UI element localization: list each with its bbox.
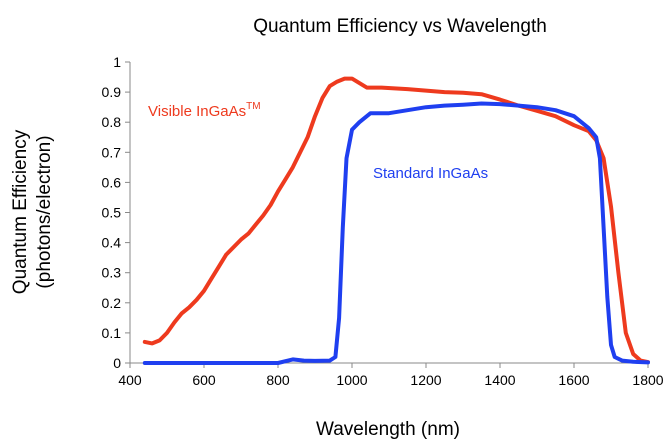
- x-tick-label: 1200: [410, 372, 441, 388]
- y-ticks: 0 0.1 0.2 0.3 0.4 0.5 0.6 0.7 0.8 0.9 1: [102, 54, 130, 371]
- y-tick-label: 0.2: [102, 295, 122, 311]
- y-tick-label: 0.7: [102, 144, 122, 160]
- y-tick-label: 0.5: [102, 205, 122, 221]
- legend-standard-ingaas: Standard InGaAs: [373, 165, 488, 182]
- x-tick-label: 1800: [632, 372, 663, 388]
- series-lines: [142, 76, 650, 365]
- y-tick-label: 0.8: [102, 114, 122, 130]
- x-tick-label: 800: [266, 372, 290, 388]
- y-tick-label: 0: [113, 355, 121, 371]
- legend-visible-ingaas-tm: TM: [246, 101, 260, 112]
- y-tick-label: 0.4: [102, 235, 122, 251]
- y-axis-label-line1: Quantum Efficiency: [10, 129, 31, 294]
- x-tick-label: 1400: [484, 372, 515, 388]
- legend-visible-ingaas-name: Visible InGaAs: [148, 103, 246, 120]
- x-axis-label: Wavelength (nm): [316, 419, 460, 440]
- chart-title: Quantum Efficiency vs Wavelength: [253, 16, 547, 37]
- x-tick-label: 600: [192, 372, 216, 388]
- x-tick-label: 1600: [558, 372, 589, 388]
- y-tick-label: 0.9: [102, 84, 122, 100]
- y-tick-label: 0.3: [102, 265, 122, 281]
- y-axis-label-line2: (photons/electron): [34, 135, 55, 288]
- x-tick-label: 400: [118, 372, 142, 388]
- series-line-visible-ingaas: [142, 76, 650, 365]
- y-tick-label: 1: [113, 54, 121, 70]
- y-tick-label: 0.1: [102, 325, 122, 341]
- x-tick-label: 1000: [336, 372, 367, 388]
- y-axis-label: Quantum Efficiency (photons/electron): [10, 129, 55, 294]
- series-line-standard-ingaas: [142, 101, 650, 365]
- y-tick-label: 0.6: [102, 174, 122, 190]
- legend-visible-ingaas: Visible InGaAsTM: [148, 101, 261, 120]
- x-ticks: 400 600 800 1000 1200 1400 1600 1800: [118, 363, 664, 388]
